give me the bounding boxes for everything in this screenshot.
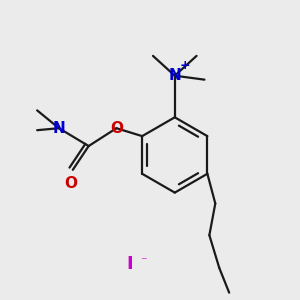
Text: N: N: [52, 121, 65, 136]
Text: O: O: [110, 121, 123, 136]
Text: N: N: [168, 68, 181, 83]
Text: ⁻: ⁻: [140, 256, 146, 268]
Text: O: O: [64, 176, 77, 191]
Text: +: +: [179, 59, 190, 72]
Text: I: I: [127, 255, 134, 273]
